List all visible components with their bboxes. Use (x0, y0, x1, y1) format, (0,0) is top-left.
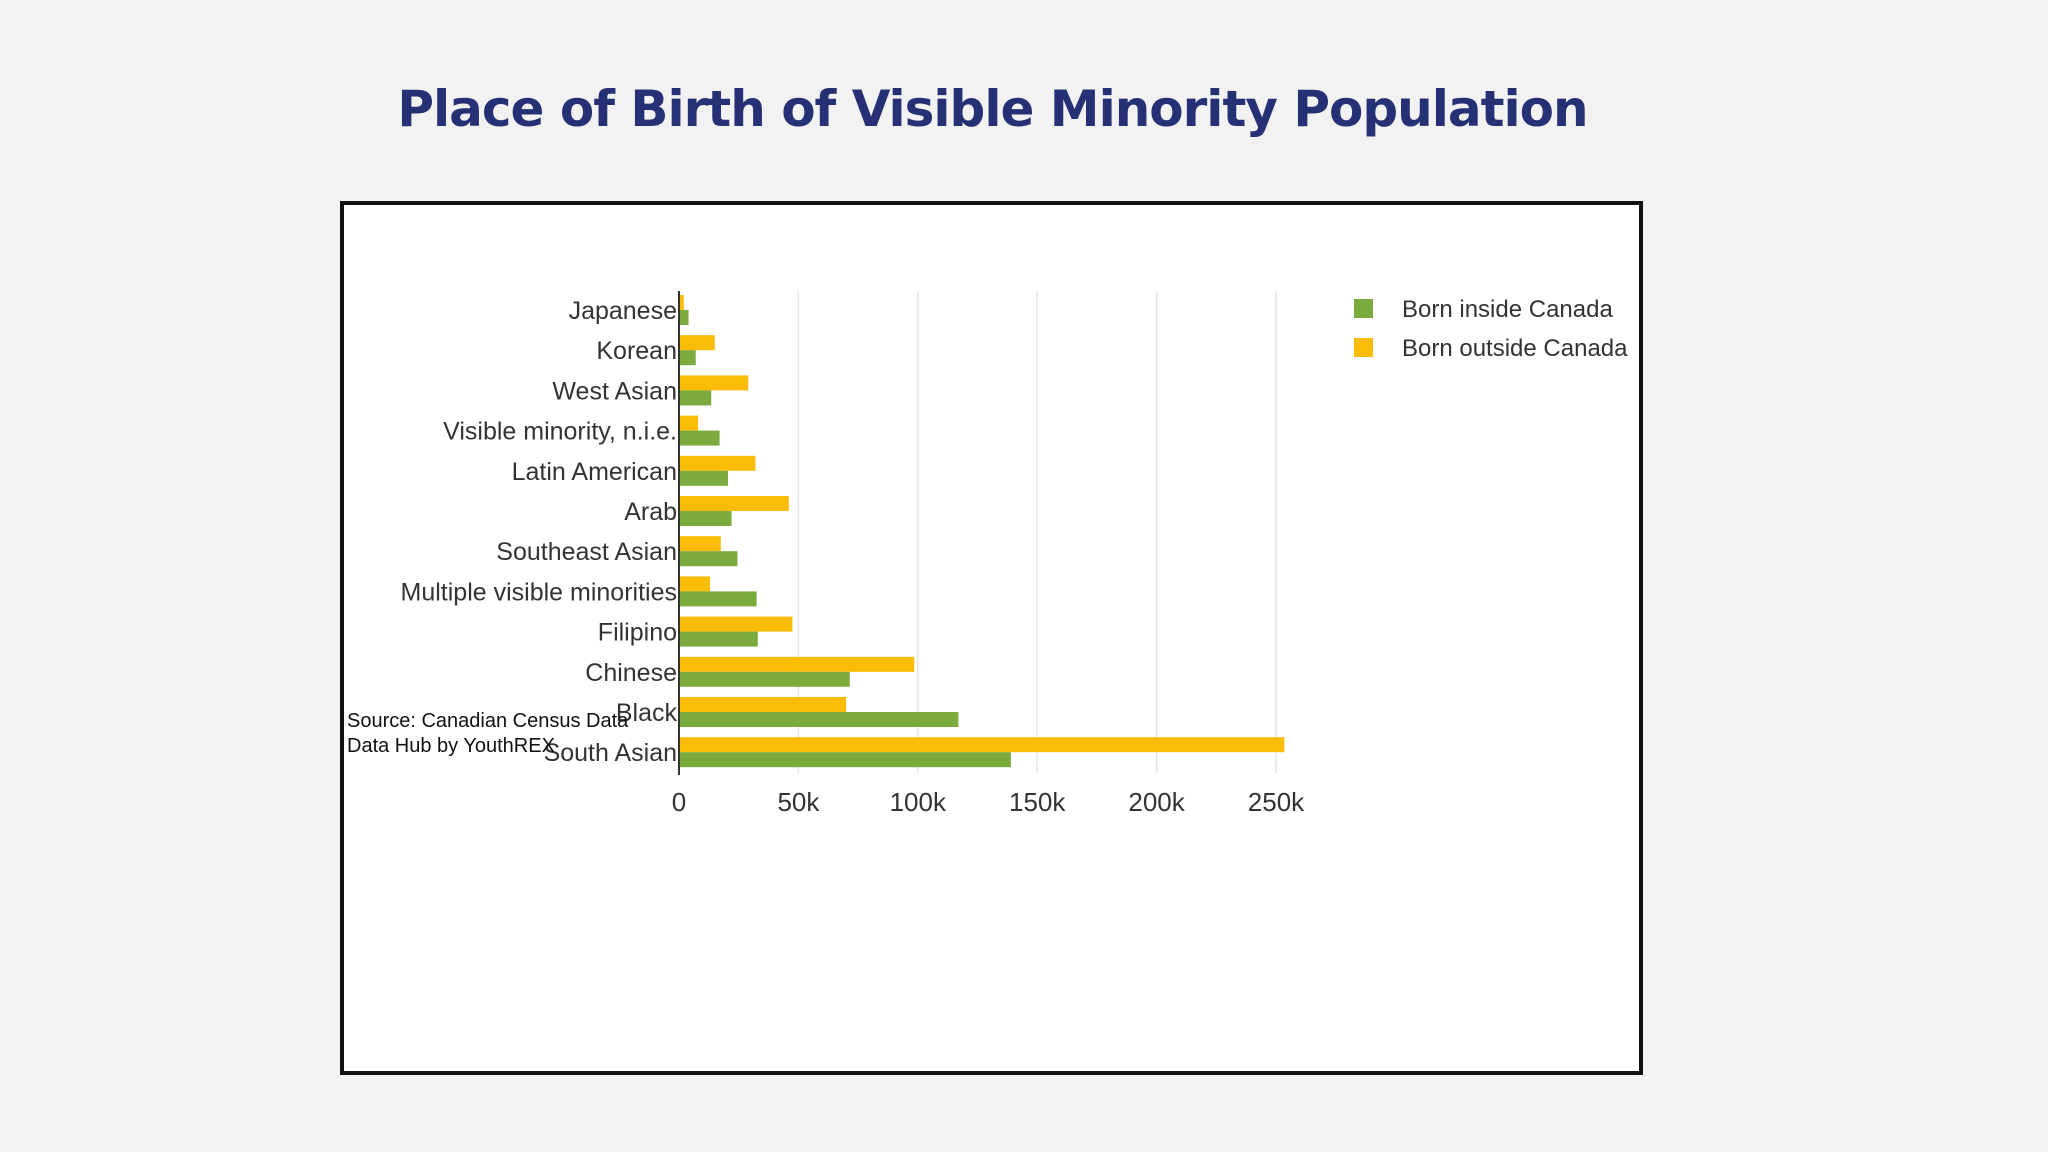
legend-swatch (1354, 338, 1373, 357)
category-label: Visible minority, n.i.e. (443, 418, 677, 446)
bar-born-outside (679, 576, 711, 592)
x-tick-label: 50k (777, 787, 820, 817)
bar-born-inside (679, 671, 850, 687)
bar-born-inside (679, 430, 720, 446)
category-label: Chinese (585, 659, 677, 687)
bar-born-outside (679, 335, 715, 351)
category-label: Japanese (569, 297, 677, 325)
bar-born-inside (679, 712, 959, 727)
category-label: Black (616, 699, 678, 727)
bar-born-outside (679, 616, 793, 632)
bar-born-inside (679, 511, 732, 526)
bars (679, 295, 1285, 768)
category-label: Multiple visible minorities (401, 578, 677, 606)
x-tick-labels: 0 50k 100k 150k 200k 250k (672, 787, 1305, 817)
legend: Born inside Canada Born outside Canada (1354, 296, 1628, 362)
chart-frame: Japanese Korean West Asian Visible minority… (340, 201, 1643, 1075)
bar-born-outside (679, 455, 756, 471)
bar-born-outside (679, 496, 789, 511)
bar-chart: Japanese Korean West Asian Visible minority… (401, 291, 1628, 817)
category-label: Korean (596, 337, 677, 365)
bar-born-inside (679, 350, 696, 366)
page-title: Place of Birth of Visible Minority Popul… (397, 80, 1588, 138)
bar-born-outside (679, 295, 684, 310)
bar-born-outside (679, 375, 749, 391)
bar-born-outside (679, 737, 1285, 753)
category-label: Latin American (512, 458, 677, 486)
x-tick-label: 0 (672, 787, 686, 817)
bar-born-inside (679, 591, 757, 607)
legend-label: Born outside Canada (1402, 335, 1628, 362)
x-tick-label: 100k (890, 787, 947, 817)
x-tick-label: 150k (1009, 787, 1066, 817)
category-label: West Asian (552, 377, 677, 405)
x-tick-label: 250k (1248, 787, 1305, 817)
bar-born-inside (679, 752, 1011, 768)
category-label: Filipino (598, 619, 677, 647)
category-labels: Japanese Korean West Asian Visible minority… (401, 297, 678, 767)
source-credit-line: Data Hub by YouthREX (347, 735, 555, 757)
gridlines (797, 291, 1277, 774)
bar-born-inside (679, 470, 728, 486)
source-note: Source: Canadian Census Data Data Hub by… (347, 709, 628, 759)
category-label: Arab (624, 498, 677, 526)
bar-born-inside (679, 631, 758, 647)
bar-born-outside (679, 415, 699, 431)
legend-label: Born inside Canada (1402, 296, 1613, 323)
bar-born-outside (679, 697, 847, 712)
legend-swatch (1354, 299, 1373, 318)
bar-born-outside (679, 536, 721, 552)
category-label: South Asian (544, 739, 677, 767)
bar-born-outside (679, 656, 915, 672)
x-tick-label: 200k (1128, 787, 1185, 817)
category-label: Southeast Asian (496, 538, 677, 566)
bar-born-inside (679, 390, 712, 406)
bar-born-inside (679, 310, 689, 325)
bar-born-inside (679, 551, 738, 567)
source-line: Source: Canadian Census Data (347, 710, 629, 732)
